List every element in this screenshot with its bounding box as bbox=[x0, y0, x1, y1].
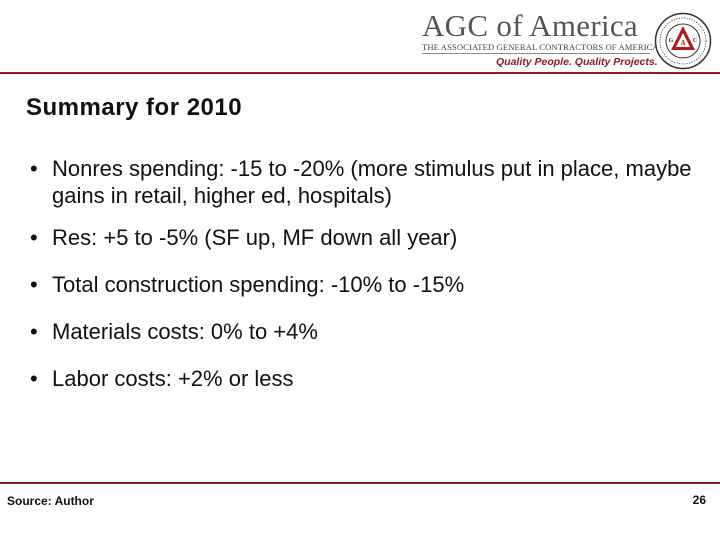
seal-letter: C bbox=[693, 38, 697, 44]
bullet-text: Nonres spending: -15 to -20% (more stimu… bbox=[52, 156, 692, 208]
bullet-text: Materials costs: 0% to +4% bbox=[52, 319, 318, 344]
bullet-text: Res: +5 to -5% (SF up, MF down all year) bbox=[52, 225, 458, 250]
bullet-item: • Materials costs: 0% to +4% bbox=[30, 318, 710, 345]
logo-divider bbox=[422, 53, 650, 54]
source-note: Source: Author bbox=[7, 494, 94, 508]
agc-logo: AGC of America THE ASSOCIATED GENERAL CO… bbox=[418, 6, 718, 74]
bullet-item: • Res: +5 to -5% (SF up, MF down all yea… bbox=[30, 224, 710, 251]
bullet-text: Total construction spending: -10% to -15… bbox=[52, 272, 465, 297]
bullet-icon: • bbox=[30, 225, 38, 250]
logo-tagline: Quality People. Quality Projects. bbox=[496, 56, 658, 68]
bullet-icon: • bbox=[30, 366, 38, 391]
bullet-icon: • bbox=[30, 156, 38, 181]
header-divider bbox=[0, 72, 720, 74]
bullet-item: • Nonres spending: -15 to -20% (more sti… bbox=[30, 155, 710, 209]
bullet-list: • Nonres spending: -15 to -20% (more sti… bbox=[30, 155, 710, 392]
bullet-icon: • bbox=[30, 319, 38, 344]
seal-letter: G bbox=[669, 38, 674, 44]
logo-title: AGC of America bbox=[422, 8, 638, 43]
slide-title: Summary for 2010 bbox=[26, 94, 243, 121]
bullet-icon: • bbox=[30, 272, 38, 297]
bullet-item: • Total construction spending: -10% to -… bbox=[30, 271, 710, 298]
footer-divider bbox=[0, 482, 720, 484]
seal-letter: A bbox=[680, 39, 685, 47]
logo-subtitle: THE ASSOCIATED GENERAL CONTRACTORS OF AM… bbox=[422, 42, 659, 52]
bullet-text: Labor costs: +2% or less bbox=[52, 366, 294, 391]
agc-seal-icon: A G C bbox=[654, 12, 712, 70]
bullet-item: • Labor costs: +2% or less bbox=[30, 365, 710, 392]
page-number: 26 bbox=[692, 493, 706, 507]
